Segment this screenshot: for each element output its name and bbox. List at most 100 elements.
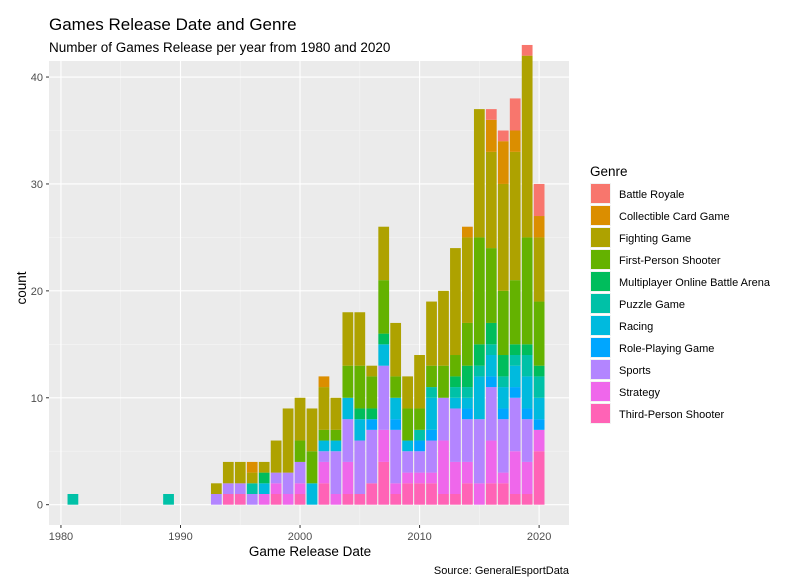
bar-segment-sports [234, 483, 246, 494]
bar-segment-strategy [438, 440, 449, 494]
bar-segment-fighting-game [438, 290, 449, 366]
bar-segment-third-person-shooter [450, 493, 461, 505]
bar-segment-multiplayer-online-battle-arena [258, 472, 270, 484]
bar-segment-sports [390, 429, 402, 484]
bar-segment-fighting-game [462, 237, 473, 323]
bar-segment-first-person-shooter [438, 365, 449, 398]
legend-swatch [591, 316, 610, 335]
bar-segment-collectible-card-game [497, 141, 509, 184]
bar-segment-first-person-shooter [521, 237, 533, 345]
bar-segment-third-person-shooter [438, 493, 449, 505]
bar-segment-first-person-shooter [473, 237, 485, 345]
bar-segment-puzzle-game [521, 355, 533, 377]
caption: Source: GeneralEsportData [434, 565, 570, 577]
bar-segment-racing [485, 355, 497, 377]
bar-segment-puzzle-game [462, 387, 473, 398]
bar-segment-role-playing-game [462, 408, 473, 420]
bar-segment-fighting-game [426, 301, 437, 366]
bar-segment-first-person-shooter [306, 451, 318, 484]
bar-segment-racing [497, 387, 509, 409]
y-tick-label: 30 [31, 179, 43, 191]
bar-segment-sports [509, 397, 521, 452]
bar-segment-first-person-shooter [366, 376, 378, 409]
bar-segment-third-person-shooter [402, 483, 413, 505]
bar-segment-fighting-game [330, 397, 342, 430]
bar-segment-third-person-shooter [318, 483, 330, 505]
legend: Battle Royale Collectible Card Game Fighti… [590, 183, 771, 424]
x-tick-label: 2000 [288, 531, 312, 543]
bar-segment-fighting-game [390, 322, 402, 377]
bar-segment-strategy [378, 429, 390, 462]
bar-segment-sports [521, 419, 533, 462]
bar-segment-strategy [473, 483, 485, 505]
bar-segment-multiplayer-online-battle-arena [521, 344, 533, 356]
bar-segment-collectible-card-game [485, 119, 497, 152]
bar-segment-role-playing-game [426, 429, 437, 441]
legend-swatch [591, 404, 610, 423]
bar-segment-multiplayer-online-battle-arena [497, 355, 509, 377]
bar-segment-first-person-shooter [390, 376, 402, 398]
x-tick-label: 1990 [168, 531, 192, 543]
bar-segment-puzzle-game [473, 365, 485, 377]
legend-label: Racing [619, 321, 653, 333]
bar-segment-racing [318, 440, 330, 452]
bar-segment-sports [426, 440, 437, 473]
bar-segment-fighting-game [521, 55, 533, 238]
bar-segment-racing [354, 419, 366, 441]
bar-segment-sports [366, 429, 378, 484]
bar-segment-fighting-game [485, 151, 497, 249]
bar-segment-sports [497, 419, 509, 473]
bar-segment-third-person-shooter [485, 483, 497, 505]
bar-segment-first-person-shooter [462, 322, 473, 366]
bar-segment-sports [342, 419, 354, 462]
bar-segment-fighting-game [450, 248, 461, 356]
bar-segment-fighting-game [234, 461, 246, 484]
bar-segment-puzzle-game [450, 387, 461, 398]
bar-segment-fighting-game [222, 461, 234, 484]
bar-segment-role-playing-game [533, 419, 545, 430]
legend-label: Collectible Card Game [619, 211, 730, 223]
legend-swatch [591, 206, 610, 225]
bar-segment-multiplayer-online-battle-arena [450, 376, 461, 388]
bar-segment-first-person-shooter [450, 355, 461, 377]
chart-title: Games Release Date and Genre [49, 15, 297, 34]
bar-segment-third-person-shooter [378, 461, 390, 505]
bar-segment-role-playing-game [390, 419, 402, 430]
bar-segment-strategy [414, 472, 425, 484]
bar-segment-first-person-shooter [294, 440, 306, 462]
bar-segment-strategy [497, 472, 509, 484]
bar-segment-fighting-game [402, 376, 413, 409]
bar-segment-racing [258, 483, 270, 494]
bar-segment-third-person-shooter [509, 493, 521, 505]
bar-segment-third-person-shooter [497, 483, 509, 505]
bar-segment-sports [462, 419, 473, 462]
bar-segment-role-playing-game [509, 387, 521, 398]
bar-segment-puzzle-game [246, 483, 258, 494]
x-tick-label: 2010 [407, 531, 431, 543]
bar-segment-sports [485, 387, 497, 441]
bar-segment-fighting-game [473, 109, 485, 238]
bar-segment-first-person-shooter [330, 429, 342, 441]
bar-segment-racing [450, 397, 461, 409]
bar-segment-sports [414, 451, 425, 473]
bar-segment-strategy [509, 451, 521, 494]
bar-segment-first-person-shooter [402, 408, 413, 441]
bar-segment-fighting-game [318, 387, 330, 430]
bar-segment-first-person-shooter [414, 408, 425, 430]
bar-segment-puzzle-game [497, 376, 509, 388]
legend-label: Battle Royale [619, 189, 684, 201]
bar-segment-role-playing-game [497, 408, 509, 420]
bar-segment-multiplayer-online-battle-arena [378, 333, 390, 345]
bar-segment-third-person-shooter [521, 493, 533, 505]
bar-segment-multiplayer-online-battle-arena [366, 408, 378, 420]
legend-swatch [591, 184, 610, 203]
y-tick-label: 20 [31, 286, 43, 298]
bar-segment-third-person-shooter [414, 483, 425, 505]
bar-segment-sports [354, 440, 366, 494]
bar-segment-battle-royale [485, 109, 497, 120]
bar-segment-third-person-shooter [222, 493, 234, 505]
bar-segment-third-person-shooter [533, 451, 545, 505]
bar-segment-strategy [533, 429, 545, 452]
bar-segment-sports [246, 493, 258, 505]
bar-segment-puzzle-game [509, 355, 521, 366]
